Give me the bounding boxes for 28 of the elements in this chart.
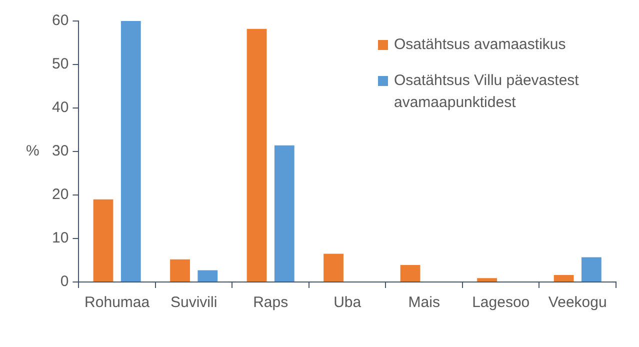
y-tick-label: 60 [52, 12, 69, 30]
legend-label: Osatähtsus Villu päevastest avamaapunktidest [394, 71, 580, 113]
x-tick-label: Mais [408, 294, 440, 312]
x-tick-label: Raps [253, 294, 288, 312]
y-tick-label: 50 [52, 56, 69, 73]
bar [477, 278, 497, 282]
x-tick-label: Rohumaa [84, 294, 150, 312]
bar [274, 145, 294, 282]
bar [93, 199, 114, 282]
x-tick-label: Veekogu [548, 294, 607, 312]
bar [246, 28, 267, 282]
y-tick-label: 40 [52, 99, 69, 116]
bar [324, 254, 344, 282]
legend-label: Osatähtsus avamaastikus [394, 35, 566, 55]
y-tick-label: 20 [52, 186, 69, 204]
x-tick-label: Uba [334, 294, 362, 312]
y-axis-title: % [26, 142, 40, 160]
y-tick-label: 10 [52, 230, 69, 247]
x-tick-label: Suvivili [170, 294, 218, 312]
y-tick-label: 30 [52, 142, 69, 160]
bar [554, 275, 574, 282]
x-tick-label: Lagesoo [472, 294, 530, 312]
bar [170, 259, 190, 282]
bar [120, 21, 141, 282]
bar [198, 270, 218, 282]
y-tick-label: 0 [60, 273, 69, 290]
bar [581, 257, 602, 282]
bar [400, 265, 420, 282]
